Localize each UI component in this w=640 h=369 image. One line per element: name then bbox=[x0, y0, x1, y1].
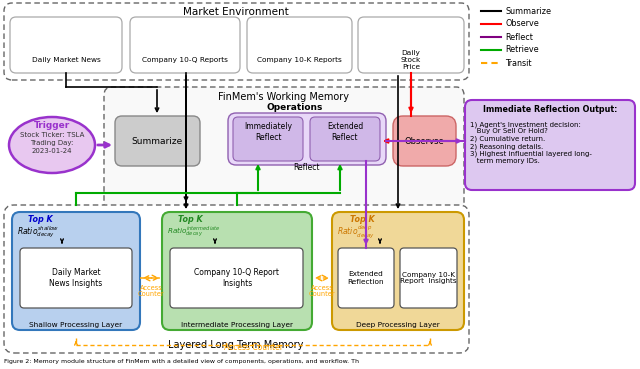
Text: Deep Processing Layer: Deep Processing Layer bbox=[356, 322, 440, 328]
Text: Stock Ticker: TSLA: Stock Ticker: TSLA bbox=[20, 132, 84, 138]
FancyBboxPatch shape bbox=[115, 116, 200, 166]
FancyBboxPatch shape bbox=[4, 205, 469, 353]
Text: Reflect: Reflect bbox=[505, 32, 533, 41]
Text: Company 10-K Reports: Company 10-K Reports bbox=[257, 57, 341, 63]
FancyBboxPatch shape bbox=[393, 116, 456, 166]
Text: Daily
Stock
Price: Daily Stock Price bbox=[401, 50, 421, 70]
Text: Operations: Operations bbox=[267, 103, 323, 113]
Text: Retrieve: Retrieve bbox=[505, 45, 539, 55]
Text: Summarize: Summarize bbox=[505, 7, 551, 15]
FancyBboxPatch shape bbox=[247, 17, 352, 73]
FancyBboxPatch shape bbox=[12, 212, 140, 330]
Text: Access
Counter: Access Counter bbox=[138, 284, 164, 297]
Text: FinMem's Working Memory: FinMem's Working Memory bbox=[218, 92, 349, 102]
FancyBboxPatch shape bbox=[228, 113, 386, 165]
Text: Company 10-K
Report  Insights: Company 10-K Report Insights bbox=[400, 272, 456, 284]
Text: Immediate Reflection Output:: Immediate Reflection Output: bbox=[483, 106, 617, 114]
Text: Trigger: Trigger bbox=[34, 121, 70, 130]
Text: Extended
Reflection: Extended Reflection bbox=[348, 272, 384, 284]
Text: Observse: Observse bbox=[404, 137, 444, 145]
Text: Access
Counter: Access Counter bbox=[308, 284, 335, 297]
FancyBboxPatch shape bbox=[358, 17, 464, 73]
Text: Company 10-Q Report
Insights: Company 10-Q Report Insights bbox=[195, 268, 280, 288]
FancyBboxPatch shape bbox=[310, 117, 380, 161]
Text: Immediately
Reflect: Immediately Reflect bbox=[244, 122, 292, 142]
Text: Shallow Processing Layer: Shallow Processing Layer bbox=[29, 322, 123, 328]
Text: Observe: Observe bbox=[505, 20, 539, 28]
FancyBboxPatch shape bbox=[338, 248, 394, 308]
Text: Access Counter: Access Counter bbox=[223, 344, 282, 352]
FancyBboxPatch shape bbox=[162, 212, 312, 330]
Text: Top K: Top K bbox=[178, 214, 203, 224]
Text: Layered Long Term Memory: Layered Long Term Memory bbox=[168, 340, 304, 350]
Text: Top K: Top K bbox=[28, 214, 52, 224]
FancyBboxPatch shape bbox=[20, 248, 132, 308]
FancyBboxPatch shape bbox=[10, 17, 122, 73]
Text: 1) Agent's Investment decision:
   Buy Or Sell Or Hold?
2) Cumulative return.
2): 1) Agent's Investment decision: Buy Or S… bbox=[470, 121, 592, 164]
Text: 2023-01-24: 2023-01-24 bbox=[32, 148, 72, 154]
Text: Daily Market
News Insights: Daily Market News Insights bbox=[49, 268, 102, 288]
Text: Summarize: Summarize bbox=[131, 137, 182, 145]
FancyBboxPatch shape bbox=[233, 117, 303, 161]
Text: Company 10-Q Reports: Company 10-Q Reports bbox=[142, 57, 228, 63]
Text: Reflect: Reflect bbox=[294, 163, 320, 172]
Text: Intermediate Processing Layer: Intermediate Processing Layer bbox=[181, 322, 293, 328]
Text: Trading Day:: Trading Day: bbox=[30, 140, 74, 146]
Text: Transit: Transit bbox=[505, 59, 531, 68]
Text: $\mathit{Ratio}^{deep}_{decay}$: $\mathit{Ratio}^{deep}_{decay}$ bbox=[337, 224, 375, 240]
Text: Market Environment: Market Environment bbox=[183, 7, 289, 17]
FancyBboxPatch shape bbox=[170, 248, 303, 308]
FancyBboxPatch shape bbox=[465, 100, 635, 190]
Text: Extended
Reflect: Extended Reflect bbox=[327, 122, 363, 142]
FancyBboxPatch shape bbox=[104, 87, 464, 233]
FancyBboxPatch shape bbox=[130, 17, 240, 73]
Text: $\mathit{Ratio}^{shallow}_{decay}$: $\mathit{Ratio}^{shallow}_{decay}$ bbox=[17, 224, 60, 240]
Text: Figure 2: Memory module structure of FinMem with a detailed view of components, : Figure 2: Memory module structure of Fin… bbox=[4, 359, 359, 365]
FancyBboxPatch shape bbox=[4, 3, 469, 80]
Ellipse shape bbox=[9, 117, 95, 173]
Text: Daily Market News: Daily Market News bbox=[31, 57, 100, 63]
FancyBboxPatch shape bbox=[332, 212, 464, 330]
Text: Top K: Top K bbox=[350, 214, 375, 224]
FancyBboxPatch shape bbox=[400, 248, 457, 308]
Text: $\mathit{Ratio}^{intermediate}_{decay}$: $\mathit{Ratio}^{intermediate}_{decay}$ bbox=[167, 225, 221, 239]
